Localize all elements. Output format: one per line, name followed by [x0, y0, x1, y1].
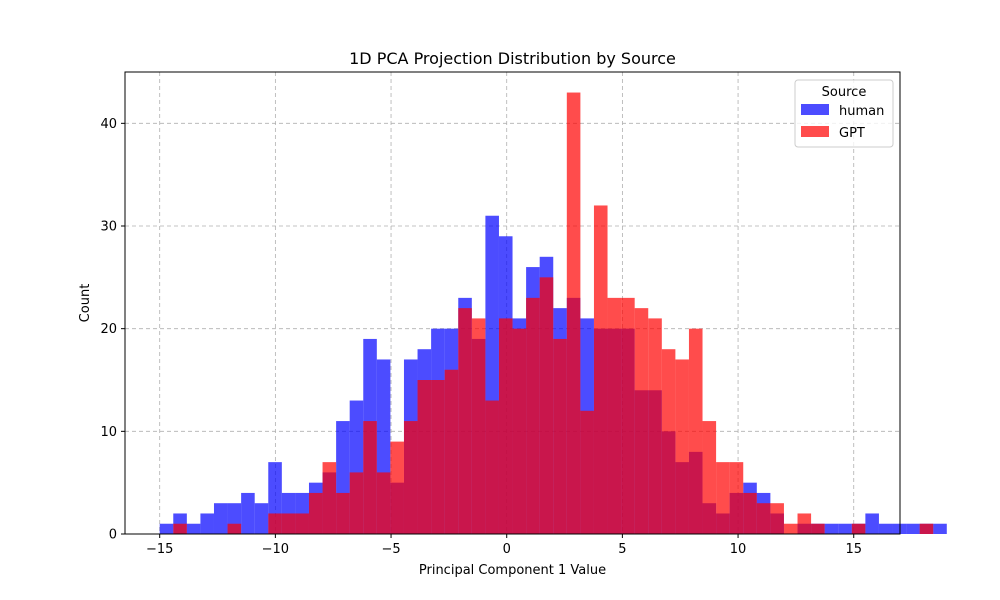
- bar-gpt: [688, 328, 703, 534]
- legend-swatch-gpt: [801, 126, 829, 137]
- bar-gpt: [498, 318, 513, 534]
- series-gpt: [173, 92, 934, 535]
- bar-human: [241, 492, 255, 534]
- bar-human: [186, 523, 201, 534]
- bar-gpt: [797, 513, 812, 534]
- bar-gpt: [607, 297, 622, 534]
- bar-gpt: [173, 523, 187, 534]
- legend-swatch-human: [801, 104, 829, 115]
- x-tick-label: −5: [381, 542, 400, 557]
- bar-gpt: [580, 410, 594, 534]
- bar-gpt: [349, 472, 364, 534]
- bar-gpt: [308, 492, 323, 534]
- bar-gpt: [526, 297, 540, 534]
- bar-gpt: [268, 513, 282, 534]
- y-tick-label: 30: [100, 220, 117, 235]
- bar-gpt: [363, 421, 377, 534]
- bar-gpt: [648, 318, 662, 534]
- bar-gpt: [417, 380, 432, 534]
- legend-label-gpt: GPT: [839, 126, 865, 141]
- histogram-bars: [159, 92, 947, 535]
- bar-gpt: [295, 513, 309, 534]
- y-tick-label: 20: [100, 322, 117, 337]
- bar-human: [865, 513, 879, 534]
- y-axis-ticks: 0 10 20 30 40: [100, 117, 125, 543]
- bar-gpt: [919, 523, 934, 534]
- bar-human: [892, 523, 907, 534]
- legend-label-human: human: [839, 104, 884, 119]
- y-tick-label: 40: [100, 117, 117, 132]
- bar-gpt: [702, 421, 717, 534]
- bar-gpt: [553, 338, 567, 534]
- bar-gpt: [444, 369, 459, 534]
- bar-human: [824, 523, 839, 534]
- bar-gpt: [661, 349, 676, 534]
- bar-gpt: [458, 308, 472, 534]
- y-tick-label: 0: [109, 528, 117, 543]
- y-axis-label: Count: [78, 284, 93, 323]
- x-tick-label: −10: [262, 542, 289, 557]
- bar-human: [933, 523, 947, 534]
- bar-gpt: [621, 297, 635, 534]
- bar-gpt: [811, 523, 825, 534]
- bar-gpt: [431, 380, 445, 534]
- bar-gpt: [471, 318, 486, 534]
- bar-gpt: [851, 523, 866, 534]
- bar-gpt: [593, 205, 608, 534]
- x-tick-label: 0: [503, 542, 511, 557]
- bar-human: [838, 523, 852, 534]
- bar-gpt: [729, 462, 744, 534]
- x-tick-label: −15: [146, 542, 173, 557]
- bar-gpt: [783, 523, 798, 534]
- bar-gpt: [743, 492, 757, 534]
- bar-gpt: [376, 472, 391, 534]
- bar-human: [159, 523, 174, 534]
- bar-human: [213, 503, 228, 534]
- x-axis-label: Principal Component 1 Value: [419, 563, 606, 578]
- legend-title: Source: [822, 85, 867, 100]
- bar-gpt: [716, 462, 730, 534]
- bar-gpt: [322, 462, 337, 534]
- bar-gpt: [770, 503, 784, 534]
- x-axis-ticks: −15 −10 −5 0 5 10 15: [146, 534, 862, 557]
- bar-gpt: [336, 492, 350, 534]
- bar-gpt: [390, 441, 404, 534]
- bar-gpt: [227, 523, 242, 534]
- bar-gpt: [512, 328, 527, 534]
- plot-frame: [124, 71, 901, 535]
- bar-human: [200, 513, 214, 534]
- bar-human: [254, 503, 269, 534]
- y-tick-label: 10: [100, 425, 117, 440]
- legend: Source human GPT: [794, 79, 894, 148]
- x-tick-label: 15: [845, 542, 862, 557]
- bar-gpt: [634, 308, 649, 534]
- bar-gpt: [281, 513, 296, 534]
- bar-human: [878, 523, 893, 534]
- bar-gpt: [756, 503, 771, 534]
- bar-gpt: [485, 400, 499, 534]
- bar-gpt: [675, 359, 689, 534]
- x-tick-label: 10: [730, 542, 747, 557]
- bar-human: [906, 523, 920, 534]
- bar-gpt: [566, 92, 581, 535]
- chart-title: 1D PCA Projection Distribution by Source: [349, 49, 676, 68]
- x-tick-label: 5: [618, 542, 626, 557]
- bar-gpt: [403, 421, 418, 534]
- bar-gpt: [539, 277, 554, 534]
